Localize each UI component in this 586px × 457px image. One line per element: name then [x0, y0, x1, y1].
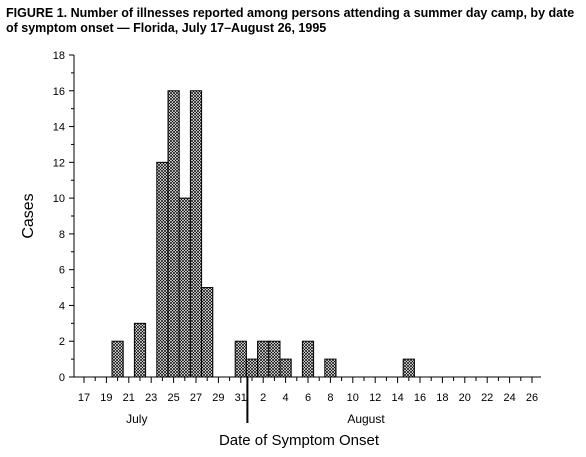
bar: [234, 340, 247, 378]
x-tick-label: 10: [347, 392, 359, 404]
x-tick-label: 24: [503, 392, 515, 404]
y-axis-title: Cases: [20, 193, 37, 238]
bar: [324, 358, 337, 378]
x-tick-label: 20: [459, 392, 471, 404]
month-label-august: August: [347, 412, 385, 426]
x-tick-label: 31: [235, 392, 247, 404]
bar: [189, 90, 203, 378]
bar: [156, 161, 169, 378]
y-tick-label: 18: [53, 50, 65, 62]
x-tick-label: 8: [327, 392, 333, 404]
x-tick-label: 27: [190, 392, 202, 404]
x-tick-label: 6: [305, 392, 311, 404]
x-tick-label: 2: [260, 392, 266, 404]
y-tick-label: 16: [53, 86, 65, 98]
x-tick-label: 29: [212, 392, 224, 404]
x-tick-label: 17: [78, 392, 90, 404]
y-tick-label: 0: [59, 372, 65, 384]
x-tick-label: 25: [167, 392, 179, 404]
bar: [167, 90, 180, 378]
x-tick-label: 18: [436, 392, 448, 404]
y-tick-label: 6: [59, 265, 65, 277]
x-axis-title: Date of Symptom Onset: [219, 432, 380, 449]
y-tick-label: 8: [59, 229, 65, 241]
x-tick-label: 12: [369, 392, 381, 404]
y-tick-label: 10: [53, 193, 65, 205]
x-tick-label: 16: [414, 392, 426, 404]
bar: [402, 358, 415, 378]
figure-title: FIGURE 1. Number of illnesses reported a…: [6, 6, 575, 35]
bar: [133, 322, 147, 378]
x-tick-label: 14: [391, 392, 403, 404]
x-tick-label: 21: [123, 392, 135, 404]
y-tick-label: 12: [53, 157, 65, 169]
y-tick-label: 14: [53, 122, 65, 134]
x-tick-label: 22: [481, 392, 493, 404]
x-tick-label: 23: [145, 392, 157, 404]
x-tick-label: 4: [283, 392, 289, 404]
y-tick-label: 2: [59, 336, 65, 348]
bar: [178, 197, 191, 378]
bar: [201, 287, 214, 378]
bar: [268, 340, 281, 378]
bar: [245, 358, 259, 378]
bar: [301, 340, 315, 378]
x-tick-label: 19: [100, 392, 112, 404]
bar: [257, 340, 270, 378]
bar: [111, 340, 124, 378]
bar: [279, 358, 292, 378]
x-tick-label: 26: [526, 392, 538, 404]
month-label-july: July: [126, 412, 147, 426]
y-tick-label: 4: [59, 300, 65, 312]
